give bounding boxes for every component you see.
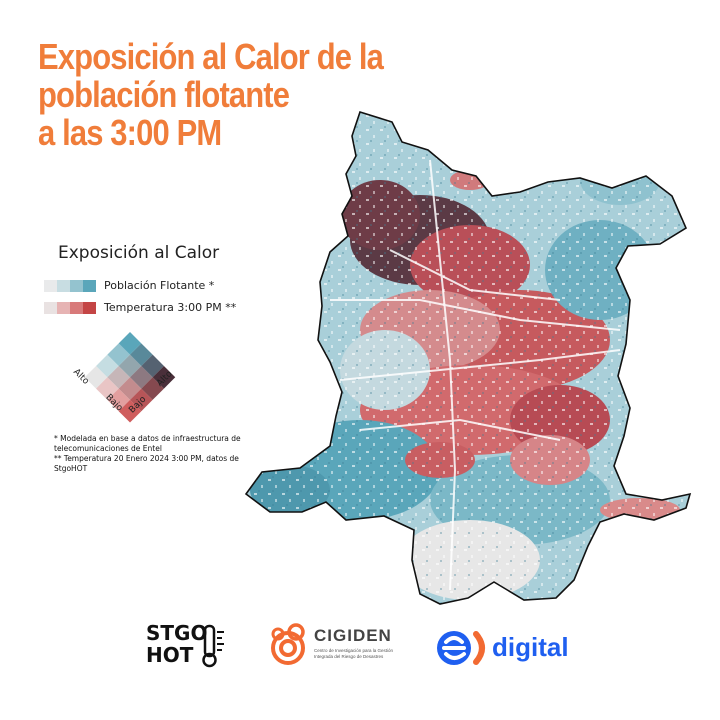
cigiden-emblem-icon: [271, 623, 305, 665]
swatch: [70, 280, 83, 292]
legend-label-poblacion: Población Flotante *: [104, 279, 215, 292]
bivariate-cell: [130, 388, 153, 412]
logo-text: STGO: [146, 621, 208, 645]
title-line: población flotante: [38, 74, 290, 115]
swatch: [83, 280, 96, 292]
legend-label-temperatura: Temperatura 3:00 PM **: [104, 301, 237, 314]
entel-e-icon: [437, 631, 485, 665]
footnotes: * Modelada en base a datos de infraestru…: [54, 434, 254, 474]
thermometer-icon: [202, 624, 224, 668]
road-network: [330, 159, 621, 591]
swatch: [83, 302, 96, 314]
bivariate-cell: [152, 365, 176, 389]
title-line: Exposición al Calor de la: [38, 36, 384, 77]
map-title: Exposición al Calor de la población flot…: [38, 36, 384, 153]
legend-swatch-poblacion: [44, 280, 96, 292]
title-line: a las 3:00 PM: [38, 112, 222, 153]
bivariate-cell: [130, 365, 153, 389]
entel-digital-word: digital: [492, 632, 569, 662]
swatch: [44, 302, 57, 314]
entel-digital-logo: digital: [436, 628, 569, 673]
footnote-poblacion: * Modelada en base a datos de infraestru…: [54, 434, 241, 453]
logo-text: HOT: [146, 643, 194, 667]
bivariate-cell: [107, 388, 130, 412]
bivariate-cell: [107, 365, 130, 389]
cigiden-name: CIGIDEN: [314, 626, 392, 645]
stgohot-logo: STGO HOT: [146, 621, 224, 668]
swatch: [44, 280, 57, 292]
swatch: [70, 302, 83, 314]
swatch: [57, 280, 70, 292]
legend-swatch-temperatura: [44, 302, 96, 314]
footnote-temperatura: ** Temperatura 20 Enero 2024 3:00 PM, da…: [54, 454, 239, 473]
cigiden-logo: CIGIDEN Centro de Investigación para la …: [266, 622, 393, 671]
bivariate-cell: [84, 365, 108, 389]
heat-patches: [246, 112, 690, 604]
bivariate-cell: [118, 332, 142, 355]
cigiden-subtitle: Centro de Investigación para la Gestión …: [314, 648, 394, 659]
legend-title: Exposición al Calor: [58, 243, 220, 263]
swatch: [57, 302, 70, 314]
bivariate-legend: [84, 332, 176, 423]
